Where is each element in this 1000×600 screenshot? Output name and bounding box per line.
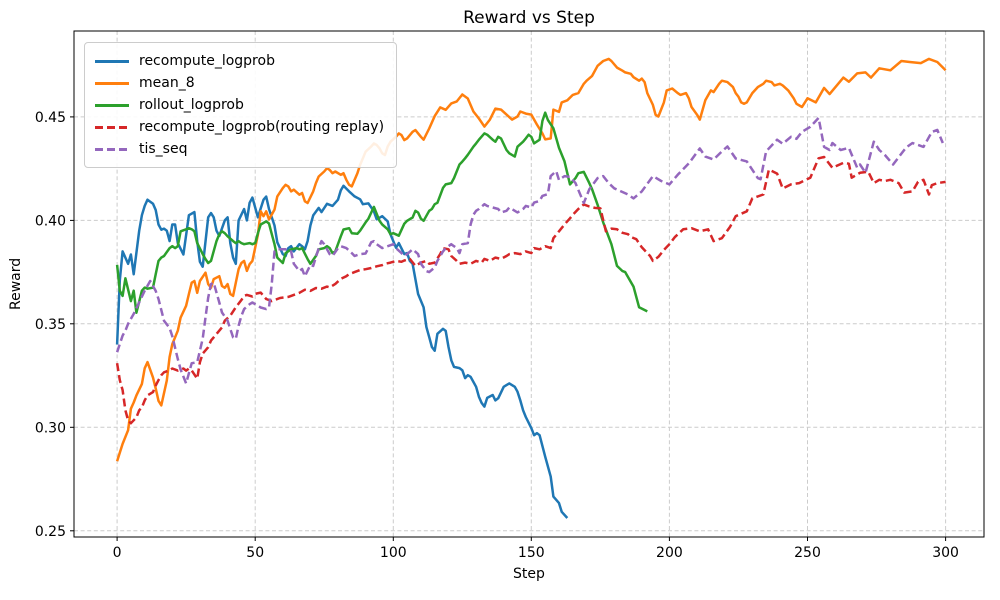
legend-entry-recompute_logprob: recompute_logprob bbox=[95, 50, 384, 72]
legend-label: recompute_logprob bbox=[139, 53, 275, 69]
legend-label: tis_seq bbox=[139, 141, 188, 157]
legend-line-sample-icon bbox=[95, 59, 129, 63]
x-tick-label: 100 bbox=[380, 545, 407, 561]
y-tick-label: 0.40 bbox=[35, 213, 66, 229]
series-line-tis_seq bbox=[115, 116, 944, 385]
legend-line-sample-icon bbox=[95, 125, 129, 129]
y-axis-label: Reward bbox=[8, 257, 24, 311]
plot-border bbox=[73, 30, 985, 538]
y-tick-label: 0.45 bbox=[35, 110, 66, 126]
legend-entry-rollout_logprob: rollout_logprob bbox=[95, 94, 384, 116]
legend-label: mean_8 bbox=[139, 75, 195, 91]
legend-line-sample-icon bbox=[95, 147, 129, 151]
legend-entry-recompute_logprob(routing replay): recompute_logprob(routing replay) bbox=[95, 116, 384, 138]
series-line-rollout_logprob bbox=[115, 111, 648, 314]
x-tick-label: 50 bbox=[246, 545, 264, 561]
x-tick-label: 250 bbox=[794, 545, 821, 561]
x-tick-label: 200 bbox=[656, 545, 683, 561]
legend-line-sample-icon bbox=[95, 81, 129, 85]
legend-label: rollout_logprob bbox=[139, 97, 244, 113]
legend-entry-tis_seq: tis_seq bbox=[95, 138, 384, 160]
x-tick-label: 300 bbox=[932, 545, 959, 561]
series-line-mean_8 bbox=[115, 57, 947, 462]
y-tick-label: 0.35 bbox=[35, 317, 66, 333]
chart-title: Reward vs Step bbox=[463, 8, 595, 28]
y-tick-label: 0.30 bbox=[35, 420, 66, 436]
series-line-recompute_logprob bbox=[115, 184, 569, 519]
x-tick-label: 150 bbox=[518, 545, 545, 561]
y-tick-label: 0.25 bbox=[35, 524, 66, 540]
x-axis-label: Step bbox=[513, 566, 545, 582]
legend-label: recompute_logprob(routing replay) bbox=[139, 119, 385, 135]
x-tick-label: 0 bbox=[113, 545, 122, 561]
series-line-recompute_logprob(routing replay) bbox=[115, 155, 946, 425]
legend-line-sample-icon bbox=[95, 103, 129, 107]
legend-entry-mean_8: mean_8 bbox=[95, 72, 384, 94]
